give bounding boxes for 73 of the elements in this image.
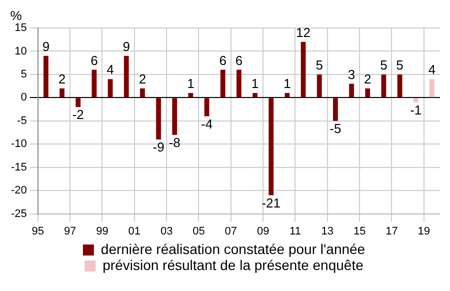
legend-label: prévision résultant de la présente enquête [102, 256, 364, 273]
bar [397, 74, 402, 98]
data-label: 5 [316, 58, 323, 73]
data-label: 9 [122, 38, 130, 54]
bar [268, 98, 274, 196]
data-label: 1 [284, 76, 291, 92]
data-label: 6 [90, 52, 98, 68]
y-tick-label: -5 [17, 114, 27, 127]
data-label: -2 [72, 107, 84, 122]
bar [204, 98, 210, 116]
x-tick-label: 03 [160, 225, 173, 238]
data-label: 1 [187, 76, 194, 92]
x-tick-label: 05 [192, 225, 205, 238]
data-label: 9 [42, 38, 50, 54]
data-label: -9 [152, 140, 164, 155]
bar [60, 88, 64, 98]
y-tick-label: -25 [10, 208, 27, 220]
bar [413, 98, 418, 102]
bar [156, 98, 161, 140]
data-label: 2 [364, 71, 372, 86]
y-tick-label: 5 [20, 68, 27, 80]
data-label: 6 [219, 52, 226, 68]
data-label: 4 [428, 62, 436, 78]
x-tick-label: 13 [321, 225, 334, 238]
data-label: 6 [235, 52, 243, 68]
bar [252, 93, 258, 98]
y-axis-title: % [10, 8, 22, 24]
bar [108, 79, 113, 98]
data-label: 2 [58, 71, 66, 86]
data-label: 5 [380, 58, 388, 73]
data-label: 3 [348, 66, 356, 82]
bar [220, 70, 226, 98]
bar [236, 70, 242, 98]
bar [381, 74, 386, 98]
data-label: 1 [251, 76, 259, 92]
bar [76, 98, 81, 107]
bar [349, 84, 354, 98]
y-tick-label: 10 [14, 45, 27, 58]
bar [333, 98, 338, 121]
x-tick-label: 01 [128, 225, 141, 238]
y-tick-label: -15 [10, 161, 27, 174]
bar [430, 79, 434, 98]
x-tick-label: 95 [32, 225, 44, 238]
y-tick-label: 15 [14, 22, 27, 34]
x-tick-label: 17 [386, 225, 398, 238]
x-tick-label: 99 [96, 225, 108, 238]
data-label: -21 [262, 195, 281, 210]
y-tick-label: -20 [10, 184, 27, 197]
y-tick-label: 0 [20, 92, 27, 104]
bar [316, 74, 322, 98]
bar [140, 88, 145, 98]
data-label: -4 [201, 116, 213, 132]
data-label: 4 [106, 62, 114, 78]
x-tick-label: 19 [418, 225, 430, 238]
y-tick-label: -10 [10, 138, 27, 150]
x-tick-label: 15 [353, 225, 366, 238]
x-tick-label: 11 [290, 225, 301, 238]
bar [365, 88, 370, 98]
bar [300, 42, 306, 98]
data-label: -5 [330, 120, 342, 136]
x-tick-label: 09 [256, 225, 270, 238]
bar [43, 56, 48, 98]
data-label: 2 [138, 71, 146, 86]
bar [124, 56, 129, 98]
legend-label: dernière réalisation constatée pour l'année [100, 240, 366, 257]
bar [92, 70, 97, 98]
x-tick-label: 07 [224, 225, 238, 238]
data-label: -8 [168, 134, 180, 150]
data-label: 12 [296, 25, 311, 40]
data-label: -1 [410, 102, 422, 118]
data-label: 5 [396, 58, 404, 73]
bar [172, 98, 178, 135]
x-tick-label: 97 [64, 225, 76, 238]
